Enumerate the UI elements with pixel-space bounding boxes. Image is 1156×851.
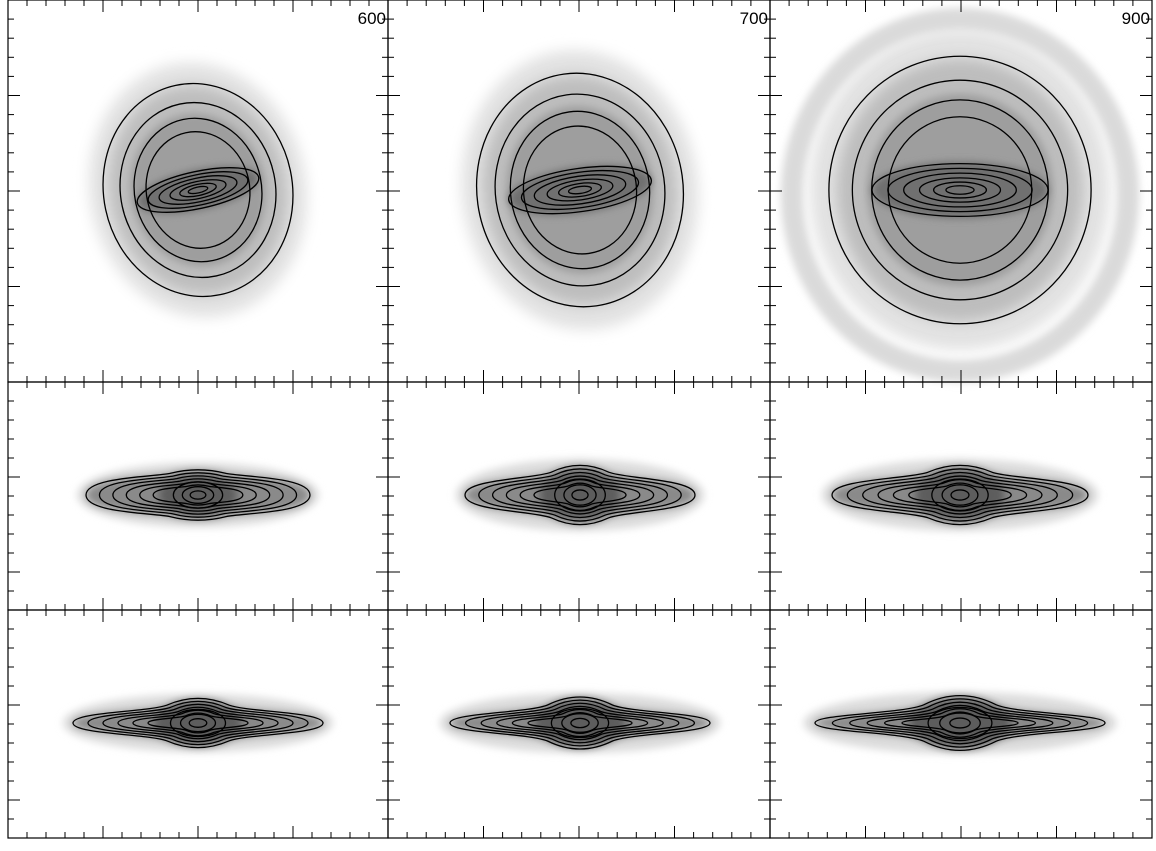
disk-contours [102, 82, 294, 298]
core-contour [571, 489, 589, 501]
edge-contour [831, 698, 1089, 748]
contour-line [133, 117, 263, 263]
core-contour [181, 486, 215, 504]
edge-contour [72, 697, 324, 749]
edge-contour [877, 475, 1043, 515]
contour-line [102, 82, 294, 298]
edge-contour [449, 696, 711, 750]
bar-contour [147, 171, 249, 209]
edge-contour [862, 471, 1058, 519]
edge-contour [519, 478, 641, 512]
edge-bulge [539, 471, 621, 519]
bar-core [137, 166, 259, 214]
edge-contour [147, 712, 249, 734]
edge-contour [117, 706, 279, 740]
contour-line [475, 72, 685, 308]
edge-contour [102, 703, 294, 743]
core-contour [554, 478, 606, 512]
edge-bulge [154, 703, 242, 743]
edge-contour [132, 709, 264, 737]
bar-contour [945, 185, 975, 195]
bar-contour [136, 167, 260, 213]
bar-contour [546, 178, 614, 202]
bar-contour [918, 177, 1002, 203]
disk-contours [828, 55, 1092, 325]
edge-contour [908, 482, 1012, 508]
edge-contour [533, 482, 627, 508]
bar-contour [567, 185, 593, 195]
edge-contour [511, 708, 649, 738]
disk-contours [475, 72, 685, 308]
edge-contour [464, 699, 696, 747]
core-contour [950, 489, 970, 501]
edge-contour [883, 708, 1037, 738]
core-contour [550, 707, 610, 739]
contour-line [522, 125, 638, 255]
core-contour [172, 481, 224, 509]
edge-contour [849, 701, 1071, 745]
edge-bulge [915, 471, 1005, 519]
edge-contour [152, 484, 244, 506]
panel-label-700: 700 [740, 9, 768, 28]
edge-bulge [158, 476, 238, 514]
bar-contour [887, 167, 1033, 213]
bar-contour [533, 174, 627, 206]
panel-label-600: 600 [358, 9, 386, 28]
core-contour [927, 706, 993, 740]
edge-contour [505, 475, 655, 515]
disk-image [781, 8, 1139, 382]
edge-contour [87, 700, 309, 746]
bar-contour [158, 175, 238, 205]
edge-contour [527, 711, 633, 735]
disk-image [461, 50, 699, 330]
edge-contour [814, 695, 1106, 751]
edge-contour [496, 705, 664, 741]
core-contour [941, 484, 979, 506]
contour-line [851, 79, 1069, 301]
edge-contour [112, 475, 284, 515]
core-contour [931, 478, 989, 512]
edge-contour [478, 468, 682, 522]
edge-contour [480, 702, 680, 744]
contour-line [509, 110, 651, 270]
edge-contour [892, 478, 1028, 512]
bar-contour [507, 165, 653, 215]
edge-contour [98, 472, 298, 518]
edge-contour [125, 478, 271, 512]
outer-ring [781, 8, 1139, 382]
core-contour [939, 712, 981, 734]
edge-contour [85, 469, 311, 521]
core-contour [188, 718, 208, 728]
bar-core [872, 161, 1048, 219]
bar-contour [557, 182, 603, 198]
contour-line [145, 131, 251, 249]
contour-line [119, 101, 277, 279]
core-contour [169, 708, 227, 738]
core-contour [189, 490, 207, 500]
bar-core [508, 165, 652, 215]
core-contour [561, 713, 599, 733]
panel-label-900: 900 [1122, 9, 1150, 28]
bar-contour [520, 169, 640, 211]
core-contour [179, 713, 217, 733]
bar-contour [179, 182, 217, 198]
edge-contour [464, 464, 696, 526]
edge-contour [866, 704, 1054, 742]
contour-line [494, 93, 666, 287]
bar-contour [932, 181, 988, 199]
edge-contour [846, 468, 1074, 522]
edge-contour [831, 464, 1089, 526]
bar-contour [169, 179, 227, 201]
bar-contour [903, 172, 1017, 208]
bar-contour [871, 162, 1049, 218]
disk-image [89, 62, 307, 318]
core-contour [563, 484, 597, 506]
edge-contour [491, 471, 669, 519]
bar-contour [187, 185, 209, 195]
core-contour [570, 717, 590, 729]
core-contour [949, 717, 971, 729]
contour-line [828, 55, 1092, 325]
